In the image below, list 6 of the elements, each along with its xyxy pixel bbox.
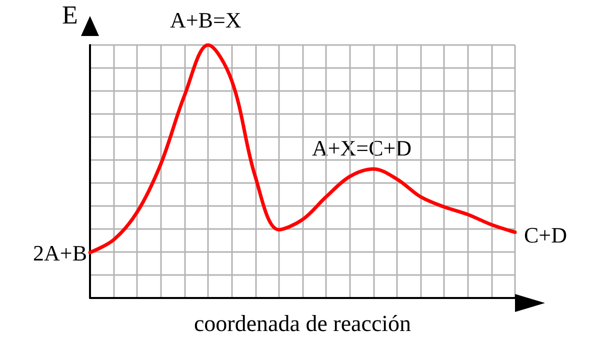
x-axis-title: coordenada de reacción	[194, 311, 412, 336]
y-axis-title: E	[62, 0, 78, 30]
text: C+D	[524, 222, 567, 248]
text: 2A+B	[33, 240, 87, 266]
text: A+B=X	[170, 8, 242, 32]
annotation: A+X=C+D	[312, 136, 412, 160]
